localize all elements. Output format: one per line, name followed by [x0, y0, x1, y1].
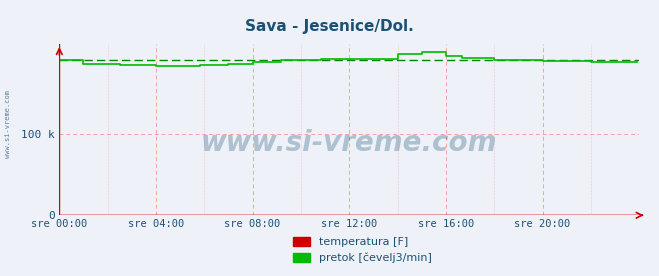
Text: www.si-vreme.com: www.si-vreme.com [201, 129, 498, 157]
Text: www.si-vreme.com: www.si-vreme.com [5, 90, 11, 158]
Text: Sava - Jesenice/Dol.: Sava - Jesenice/Dol. [245, 19, 414, 34]
Legend: temperatura [F], pretok [čevelj3/min]: temperatura [F], pretok [čevelj3/min] [289, 233, 436, 268]
